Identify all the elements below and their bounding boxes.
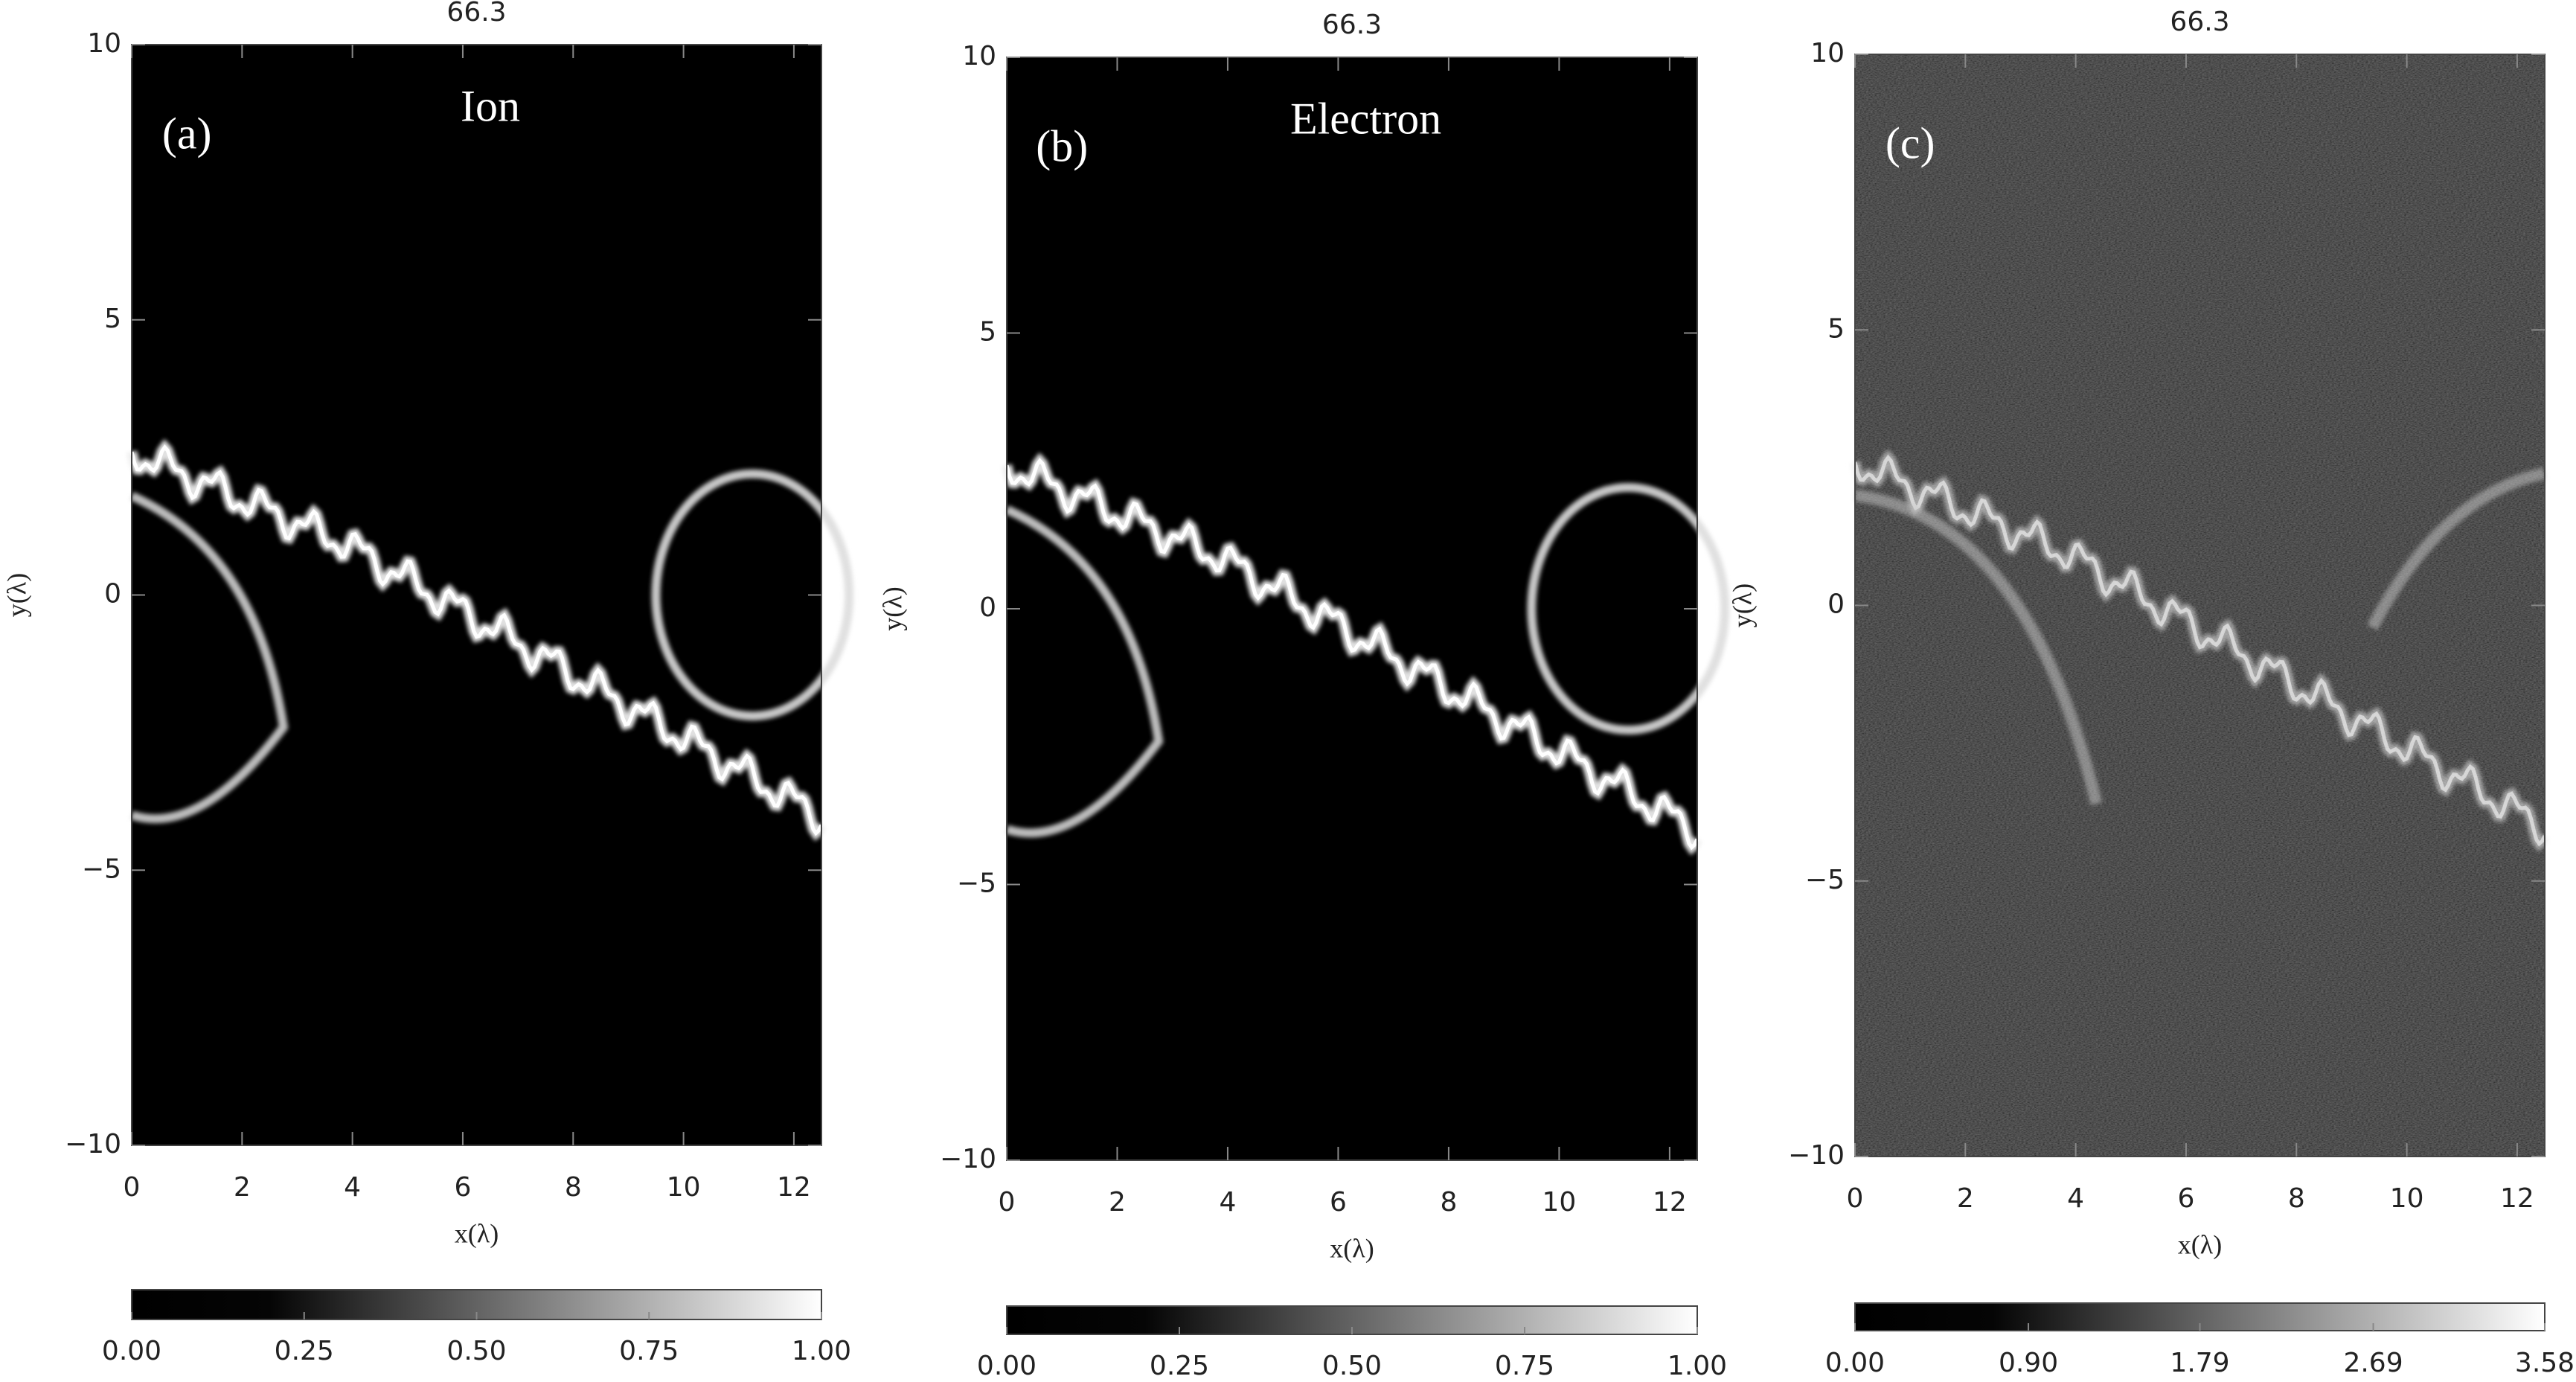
panel: 66.3 (b) Electron 0 2 4 6 8 10 12 −10 −5 0 5 10 x(λ) y(λ… — [877, 10, 1730, 1381]
x-tick-label: 4 — [1220, 1187, 1237, 1218]
annotation: Ion — [461, 82, 520, 131]
colorbar-tick-label: 0.75 — [1495, 1351, 1554, 1379]
y-tick-label: 5 — [979, 317, 996, 348]
vortex-structure — [1853, 489, 2103, 805]
panel-title: 66.3 — [446, 0, 506, 28]
x-tick-label: 0 — [999, 1187, 1016, 1218]
x-tick-label: 4 — [344, 1172, 361, 1203]
colorbar-tick-label: 0.75 — [619, 1336, 679, 1366]
y-tick-label: 10 — [1810, 38, 1845, 68]
y-tick-label: −5 — [957, 868, 996, 899]
colorbar-tick-label: 0.90 — [1999, 1348, 2058, 1378]
vortex-structure — [2367, 467, 2546, 630]
interface-structure — [1005, 458, 1699, 851]
y-tick-label: 10 — [87, 28, 121, 59]
x-tick-label: 2 — [1109, 1187, 1126, 1218]
panel: 66.3 (c) 0 2 4 6 8 10 12 −10 −5 0 5 10 x(λ) y(λ) 0.00 0.9… — [1727, 7, 2575, 1378]
x-tick-label: 10 — [2390, 1183, 2424, 1214]
colorbar-tick-label: 0.50 — [446, 1336, 506, 1366]
y-tick-label: 0 — [1827, 589, 1845, 620]
y-tick-label: −10 — [940, 1144, 996, 1174]
y-tick-label: 0 — [979, 592, 996, 623]
x-tick-label: 8 — [2288, 1183, 2305, 1214]
x-tick-label: 0 — [124, 1172, 141, 1203]
colorbar-tick-label: 0.25 — [275, 1336, 334, 1366]
y-axis-label: y(λ) — [1727, 583, 1757, 627]
colorbar-tick-label: 0.25 — [1150, 1351, 1209, 1379]
x-tick-label: 2 — [234, 1172, 251, 1203]
y-tick-label: −10 — [65, 1129, 121, 1159]
x-axis-label: x(λ) — [1330, 1233, 1374, 1263]
panel-title: 66.3 — [2170, 7, 2229, 37]
y-tick-label: 10 — [962, 41, 996, 71]
y-tick-label: 0 — [104, 579, 121, 610]
x-tick-label: 6 — [1330, 1187, 1347, 1218]
interface-structure — [1853, 454, 2547, 847]
y-tick-label: −10 — [1788, 1140, 1845, 1171]
vortex-structure — [651, 469, 854, 721]
x-axis-label: x(λ) — [2178, 1229, 2222, 1259]
colorbar-tick-label: 0.00 — [1825, 1348, 1885, 1378]
colorbar-tick-label: 0.00 — [977, 1351, 1037, 1379]
colorbar-tick-label: 2.69 — [2343, 1348, 2403, 1378]
y-axis-label: y(λ) — [1, 573, 31, 617]
y-tick-label: −5 — [1805, 865, 1845, 895]
panel-title: 66.3 — [1322, 10, 1382, 40]
colorbar-tick-label: 1.00 — [792, 1336, 851, 1366]
y-tick-label: 5 — [1827, 313, 1845, 344]
x-tick-label: 8 — [565, 1172, 582, 1203]
plot-background — [1007, 57, 1697, 1160]
y-tick-label: −5 — [82, 854, 121, 884]
vortex-structure — [1527, 482, 1730, 735]
colorbar-tick-label: 1.79 — [2170, 1348, 2229, 1378]
annotation: Electron — [1290, 95, 1441, 144]
noise-background — [1855, 54, 2545, 1157]
x-tick-label: 12 — [777, 1172, 811, 1203]
x-tick-label: 2 — [1957, 1183, 1974, 1214]
x-tick-label: 10 — [1542, 1187, 1576, 1218]
x-tick-label: 4 — [2067, 1183, 2084, 1214]
x-tick-label: 6 — [2178, 1183, 2195, 1214]
vortex-structure — [1005, 505, 1164, 838]
x-tick-label: 8 — [1440, 1187, 1457, 1218]
y-axis-label: y(λ) — [877, 586, 907, 630]
x-tick-label: 12 — [2500, 1183, 2534, 1214]
colorbar-tick-label: 3.58 — [2515, 1348, 2575, 1378]
panel-label: (b) — [1036, 122, 1088, 171]
x-tick-label: 12 — [1653, 1187, 1687, 1218]
panel-label: (a) — [162, 109, 212, 158]
panel-label: (c) — [1885, 119, 1935, 168]
x-tick-label: 6 — [455, 1172, 472, 1203]
vortex-structure — [129, 491, 289, 824]
panel: 66.3 (a) Ion 0 2 4 6 8 10 12 −10 −5 0 5 10 x(λ) y(λ) 0.00… — [1, 0, 854, 1366]
colorbar-tick-label: 0.50 — [1322, 1351, 1382, 1379]
colorbar-tick-label: 1.00 — [1667, 1351, 1727, 1379]
plot-background — [132, 45, 821, 1145]
x-tick-label: 0 — [1847, 1183, 1864, 1214]
x-tick-label: 10 — [667, 1172, 701, 1203]
interface-structure — [129, 444, 824, 836]
x-axis-label: x(λ) — [455, 1218, 499, 1248]
colorbar-tick-label: 0.00 — [102, 1336, 161, 1366]
y-tick-label: 5 — [104, 304, 121, 334]
